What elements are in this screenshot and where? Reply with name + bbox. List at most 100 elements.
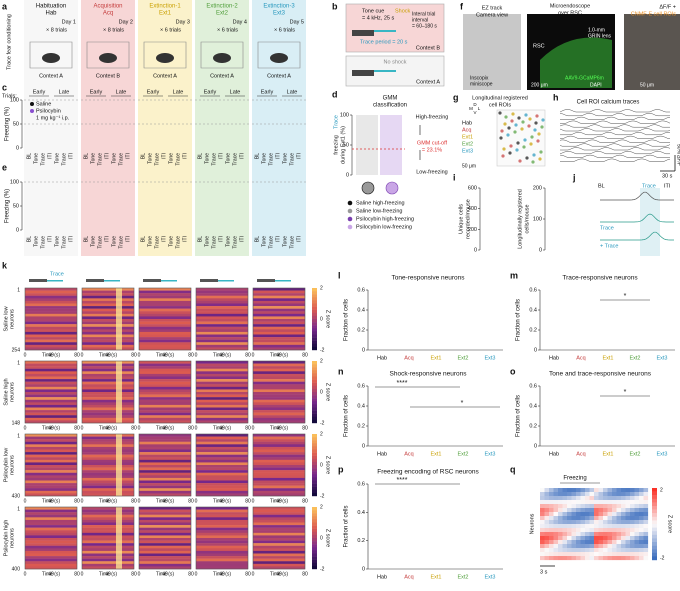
heat-strip <box>25 303 77 307</box>
colorbar <box>312 291 317 295</box>
heat-strip <box>253 334 305 338</box>
heat-cell <box>567 552 572 557</box>
heat-cell <box>540 540 545 545</box>
heat-cell <box>544 544 550 549</box>
heat-strip <box>196 329 248 333</box>
tick-label: 50 <box>343 142 349 148</box>
heat-strip <box>25 457 77 461</box>
heat-cell <box>571 488 577 493</box>
heat-cell <box>607 556 613 561</box>
label: Cell ROI calcium traces <box>577 100 640 106</box>
heat-cell <box>625 488 631 493</box>
heat-cell <box>567 488 572 493</box>
heat-strip <box>82 306 134 309</box>
heat-strip <box>25 293 77 296</box>
panel-label: c <box>2 82 7 92</box>
heat-strip <box>253 329 305 333</box>
heat-cell <box>567 532 572 537</box>
label: Ext2 <box>457 574 468 580</box>
heat-strip <box>253 399 305 403</box>
heat-strip <box>196 465 248 468</box>
x-tick-label: Trace <box>211 236 217 249</box>
heat-cell <box>571 556 577 561</box>
heat-strip <box>196 407 248 411</box>
heat-cell <box>571 516 577 521</box>
heat-cell <box>621 508 626 513</box>
shock-band <box>116 361 122 423</box>
heat-strip <box>82 337 134 340</box>
heat-cell <box>580 548 586 553</box>
x-tick-label: Trace <box>97 153 103 166</box>
heat-cell <box>630 544 635 549</box>
heat-cell <box>625 528 631 533</box>
heat-strip <box>82 316 134 320</box>
label: GMM <box>383 96 398 102</box>
heat-cell <box>625 520 631 525</box>
tone-bar <box>86 279 104 282</box>
colorbar <box>652 534 657 539</box>
heat-cell <box>549 508 554 513</box>
colorbar <box>652 495 657 499</box>
heat-strip <box>82 532 134 536</box>
heat-cell <box>634 536 640 541</box>
heat-strip <box>196 483 248 486</box>
heat-cell <box>580 552 586 557</box>
roi-dot <box>524 113 528 117</box>
label: Context A <box>153 73 177 79</box>
heat-cell <box>616 492 622 497</box>
label: Time (s) <box>270 425 288 431</box>
heat-strip <box>25 519 77 523</box>
heat-cell <box>607 532 613 537</box>
heat-cell <box>544 520 550 525</box>
heat-strip <box>82 509 134 513</box>
heat-strip <box>139 415 191 419</box>
colorbar <box>312 525 317 529</box>
label: 0 <box>138 498 141 504</box>
heat-strip <box>139 399 191 403</box>
heat-cell <box>643 512 649 517</box>
heat-strip <box>82 295 134 299</box>
heat-cell <box>598 508 604 513</box>
colorbar <box>312 559 317 563</box>
heat-cell <box>576 532 581 537</box>
heat-cell <box>576 500 581 505</box>
heat-strip <box>25 306 77 309</box>
heat-cell <box>616 532 622 537</box>
heat-strip <box>253 404 305 408</box>
heat-cell <box>540 552 545 557</box>
label: 40 <box>276 352 282 358</box>
heat-cell <box>585 556 590 561</box>
heat-strip <box>139 339 191 343</box>
heat-strip <box>25 459 77 463</box>
x-tick-label: Tone <box>282 236 288 247</box>
heat-strip <box>82 324 134 327</box>
label: 0 <box>24 425 27 431</box>
heat-strip <box>82 465 134 468</box>
heat-strip <box>139 507 191 510</box>
heat-cell <box>594 488 599 493</box>
heat-cell <box>607 504 613 509</box>
heat-strip <box>82 394 134 398</box>
colorbar <box>312 449 317 453</box>
heat-strip <box>196 507 248 510</box>
heat-cell <box>643 488 649 493</box>
heat-strip <box>139 303 191 307</box>
heat-cell <box>549 556 554 561</box>
heat-strip <box>139 490 191 494</box>
heat-strip <box>139 535 191 539</box>
heat-strip <box>25 415 77 419</box>
heat-cell <box>598 496 604 501</box>
heat-strip <box>82 530 134 534</box>
heat-cell <box>544 516 550 521</box>
label: 80 <box>188 425 194 431</box>
heat-strip <box>196 522 248 526</box>
label: -2 <box>320 420 325 426</box>
heat-strip <box>196 366 248 369</box>
colorbar <box>312 562 317 567</box>
roi-dot <box>503 122 507 126</box>
heat-strip <box>25 532 77 536</box>
heat-strip <box>196 477 248 481</box>
heat-strip <box>25 441 77 445</box>
heat-strip <box>82 522 134 526</box>
heat-strip <box>82 386 134 390</box>
